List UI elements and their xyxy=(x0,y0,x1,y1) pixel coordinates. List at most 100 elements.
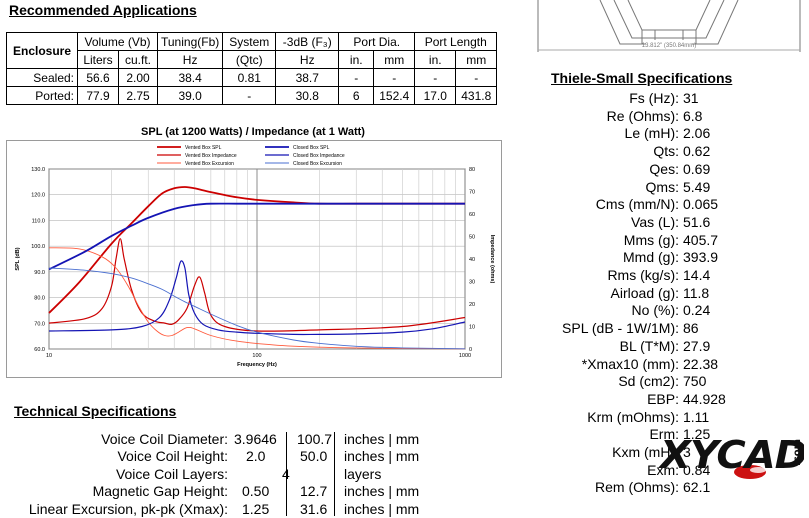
y2-tick-label: 60 xyxy=(469,212,475,218)
ts-label: Airload (g): xyxy=(610,284,679,301)
ts-row: Rms (kg/s): 14.4 xyxy=(0,266,710,284)
chart-title: SPL (at 1200 Watts) / Impedance (at 1 Wa… xyxy=(141,126,365,138)
tech-value-mm: 100.7 xyxy=(297,431,333,447)
table-cell: 56.6 xyxy=(77,68,119,87)
legend-label: Closed Box SPL xyxy=(293,145,330,151)
table-cell: 2.00 xyxy=(118,68,158,87)
legend-label: Closed Box Excursion xyxy=(293,161,342,167)
table-cell: - xyxy=(455,68,498,87)
tech-label: Magnetic Gap Height: xyxy=(92,483,228,499)
ts-row: Qms: 5.49 xyxy=(0,178,711,196)
table-cell: 431.8 xyxy=(455,86,498,105)
ts-label: Cms (mm/N): xyxy=(595,196,679,213)
ts-row: EBP: 44.928 xyxy=(0,390,726,408)
ts-label: No (%): xyxy=(631,302,679,319)
ts-label: Fs (Hz): xyxy=(629,90,679,106)
unit-cell: Liters xyxy=(77,50,119,69)
tech-value-mm: 12.7 xyxy=(300,483,328,499)
unit-cell: mm xyxy=(373,50,416,69)
ts-value: 393.9 xyxy=(683,249,719,266)
ts-value: 62.1 xyxy=(683,479,711,496)
xycad-logo: XYCAD .com xyxy=(654,426,808,496)
table-row-sealed: Sealed: 56.6 2.00 38.4 0.81 38.7 - - - - xyxy=(6,68,498,87)
tech-row-linear-excursion: Linear Excursion, pk-pk (Xmax): 1.25 31.… xyxy=(0,500,440,518)
tech-label: Linear Excursion, pk-pk (Xmax): xyxy=(28,501,228,517)
ts-label: Mmd (g): xyxy=(623,249,679,266)
ts-value: 22.38 xyxy=(683,355,719,372)
legend-label: Vented Box Excursion xyxy=(185,161,234,167)
speaker-drawing: 13.812" (350.84mm) xyxy=(537,0,801,52)
unit-cell: (Qtc) xyxy=(222,50,277,69)
table-subheader-row: Liters cu.ft. Hz (Qtc) Hz in. mm in. mm xyxy=(7,50,498,69)
legend-label: Vented Box SPL xyxy=(185,145,222,151)
ts-label: Mms (g): xyxy=(623,231,679,248)
ts-label: Le (mH): xyxy=(624,125,679,142)
system-header: System xyxy=(222,32,277,51)
y2-tick-label: 40 xyxy=(469,257,475,263)
ts-row: Vas (L): 51.6 xyxy=(0,213,710,231)
port-dia-header: Port Dia. xyxy=(338,32,416,51)
ts-row: Krm (mOhms): 1.11 xyxy=(0,408,709,426)
column-divider xyxy=(334,432,335,516)
ts-row: Fs (Hz): 31 xyxy=(0,89,698,107)
ts-row: Sd (cm2): 750 xyxy=(0,372,706,390)
ts-label: Erm: xyxy=(649,426,679,443)
y-axis-label: SPL (dB) xyxy=(15,247,21,270)
ts-label: Krm (mOhms): xyxy=(587,408,679,425)
legend-label: Vented Box Impedance xyxy=(185,153,237,159)
series-line xyxy=(48,202,465,271)
y-tick-label: 110.0 xyxy=(32,218,45,224)
tech-value-inches: 0.50 xyxy=(242,483,270,499)
ts-value: 31 xyxy=(683,90,699,106)
unit-cell: cu.ft. xyxy=(118,50,158,69)
y2-tick-label: 0 xyxy=(469,347,472,353)
series-line xyxy=(48,267,466,350)
ts-label: SPL (dB - 1W/1M): xyxy=(562,320,679,337)
logo-suffix: .com xyxy=(792,439,803,466)
table-cell: 6 xyxy=(338,86,375,105)
ts-row: Kxm (mH): 3 xyxy=(0,443,691,461)
ts-row: Cms (mm/N): 0.065 xyxy=(0,195,718,213)
applications-title: Recommended Applications xyxy=(9,2,197,18)
y2-axis-label: Impedance (ohms) xyxy=(489,235,495,284)
ts-value: 44.928 xyxy=(683,390,726,407)
table-cell: - xyxy=(222,86,277,105)
table-cell: 0.81 xyxy=(222,68,277,87)
ts-row: Erm: 1.25 xyxy=(0,425,710,443)
tech-row-voice-coil-height: Voice Coil Height: 2.0 50.0 inches | mm xyxy=(0,447,440,465)
ts-row: Re (Ohms): 6.8 xyxy=(0,107,703,125)
ts-specs-title: Thiele-Small Specifications xyxy=(551,70,733,86)
x-tick-label: 100 xyxy=(252,353,261,359)
tech-label: Voice Coil Layers: xyxy=(115,466,228,482)
ts-value: 27.9 xyxy=(683,337,711,354)
row-label: Ported: xyxy=(6,86,78,105)
series-line xyxy=(48,238,466,332)
ts-row: No (%): 0.24 xyxy=(0,301,711,319)
column-divider xyxy=(286,432,287,516)
tech-specs-title: Technical Specifications xyxy=(14,403,177,419)
ts-row: Le (mH): 2.06 xyxy=(0,124,711,142)
ts-label: EBP: xyxy=(647,390,679,407)
x-tick-label: 1000 xyxy=(459,353,471,359)
ts-row: Qts: 0.62 xyxy=(0,142,710,160)
y-tick-label: 70.0 xyxy=(34,321,45,327)
legend-label: Closed Box Impedance xyxy=(293,153,345,159)
tech-unit: inches | mm xyxy=(344,448,420,464)
unit-cell: in. xyxy=(338,50,375,69)
ts-label: Rms (kg/s): xyxy=(607,267,679,283)
y-tick-label: 60.0 xyxy=(34,347,45,353)
ts-row: Mms (g): 405.7 xyxy=(0,231,718,249)
ts-value: 0.62 xyxy=(683,143,711,160)
tech-unit: layers xyxy=(344,466,382,482)
row-label: Sealed: xyxy=(6,68,78,87)
ts-label: Re (Ohms): xyxy=(606,107,679,124)
y2-tick-label: 30 xyxy=(469,280,475,286)
tech-value-count: 4 xyxy=(282,465,290,483)
ts-row: Exm: 0.84 xyxy=(0,461,710,479)
table-cell: 30.8 xyxy=(275,86,340,105)
table-cell: 2.75 xyxy=(118,86,158,105)
ts-value: 86 xyxy=(683,320,699,337)
enclosure-header: Enclosure xyxy=(6,32,78,69)
ts-value: 1.25 xyxy=(683,426,711,443)
chart-svg: 60.0 70.0 80.0 90.0 100.0 110.0 120.0 130.0 0 10 2… xyxy=(15,145,495,368)
